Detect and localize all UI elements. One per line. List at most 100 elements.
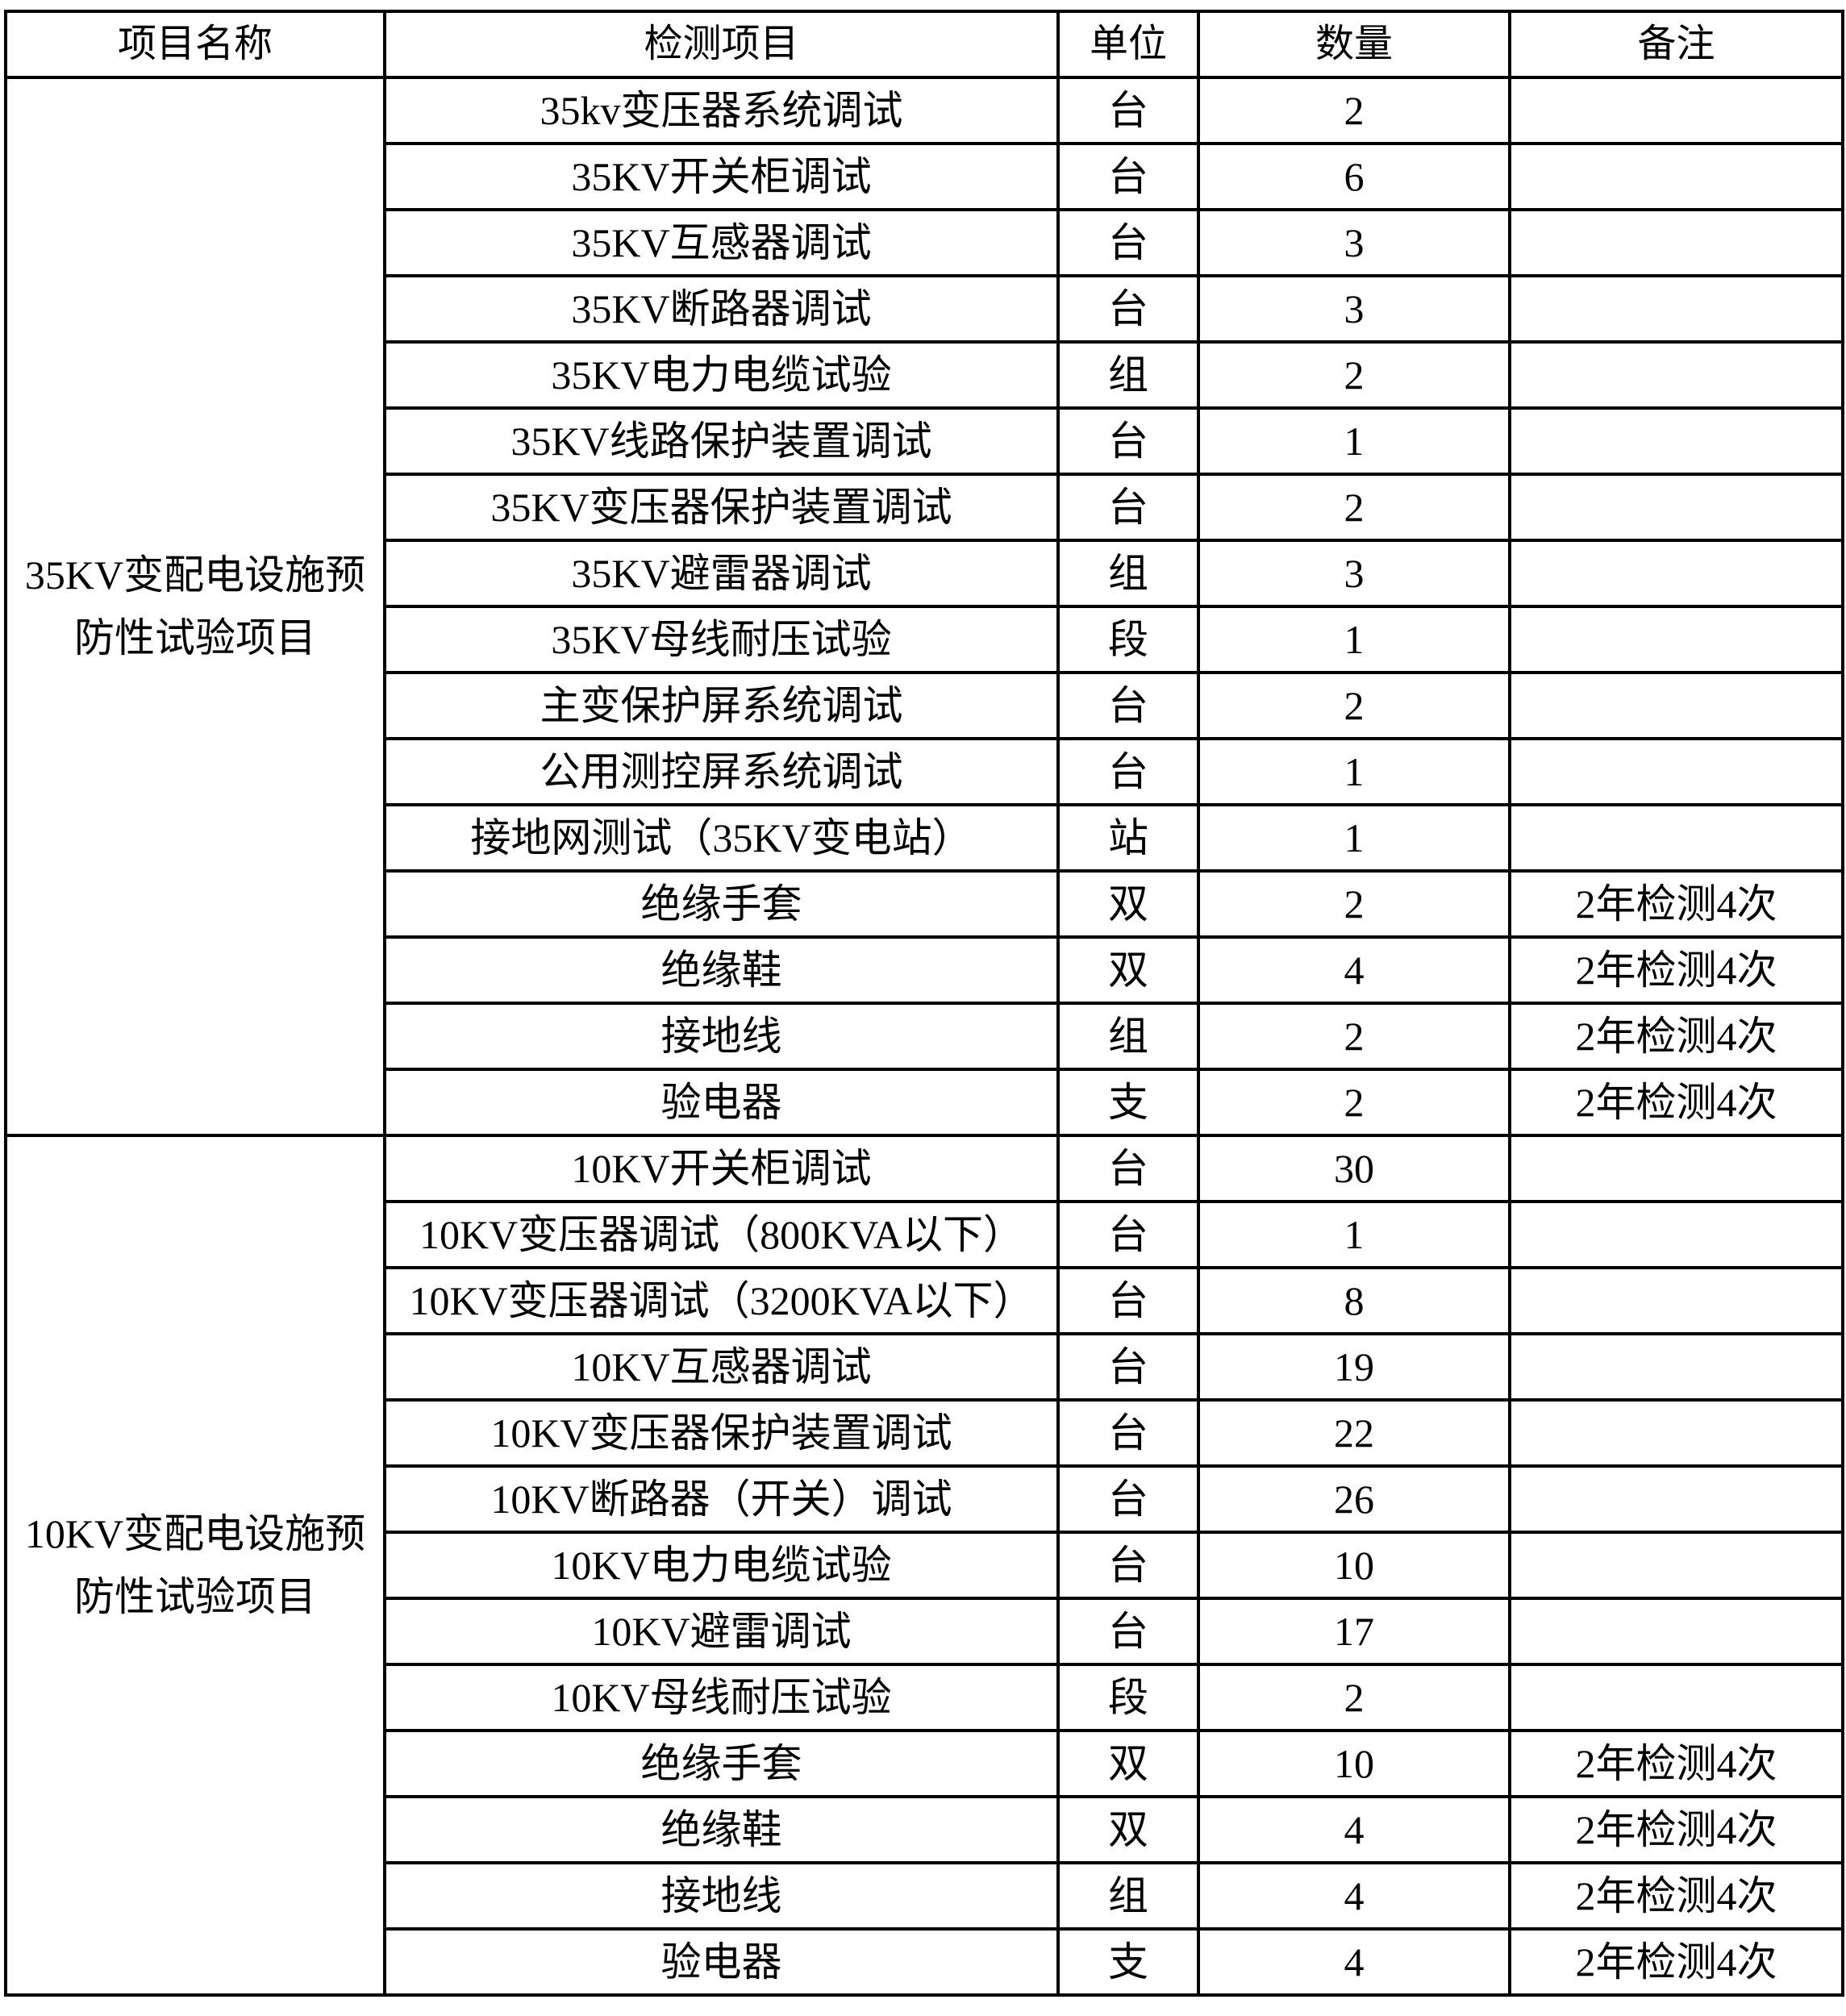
unit-cell: 台	[1056, 274, 1200, 344]
unit-cell: 台	[1056, 473, 1200, 542]
quantity-cell: 17	[1197, 1597, 1511, 1666]
remarks-cell	[1508, 1134, 1844, 1203]
table-row: 10KV变压器调试（3200KVA以下）台 8	[6, 1266, 1844, 1335]
test-item-cell: 10KV变压器调试（800KVA以下）	[383, 1200, 1060, 1269]
test-item-cell: 10KV电力电缆试验	[383, 1531, 1060, 1600]
unit-cell: 组	[1056, 1861, 1200, 1931]
project-name-cell: 10KV变配电设施预防性试验项目	[4, 1134, 386, 1997]
table-row: 35KV线路保护装置调试台 1	[6, 406, 1844, 476]
test-item-cell: 35KV互感器调试	[383, 208, 1060, 277]
table-row: 10KV互感器调试台 19	[6, 1332, 1844, 1402]
header-project-name: 项目名称	[4, 10, 386, 79]
test-item-cell: 10KV避雷调试	[383, 1597, 1060, 1666]
quantity-cell: 4	[1197, 1795, 1511, 1864]
unit-cell: 台	[1056, 208, 1200, 277]
quantity-cell: 6	[1197, 142, 1511, 211]
test-item-cell: 35KV母线耐压试验	[383, 605, 1060, 674]
remarks-cell: 2年检测4次	[1508, 1002, 1844, 1071]
test-items-table: 项目名称 检测项目 单位 数量 备注 35KV变配电设施预防性试验项目 35kv变…	[4, 10, 1844, 1997]
quantity-cell: 4	[1197, 935, 1511, 1005]
unit-cell: 台	[1056, 1200, 1200, 1269]
remarks-cell	[1508, 1266, 1844, 1335]
remarks-cell	[1508, 142, 1844, 211]
table-row: 公用测控屏系统调试台 1	[6, 737, 1844, 806]
table-row: 10KV变压器保护装置调试台 22	[6, 1398, 1844, 1468]
quantity-cell: 2	[1197, 1068, 1511, 1137]
unit-cell: 站	[1056, 803, 1200, 873]
header-quantity: 数量	[1197, 10, 1511, 79]
remarks-cell	[1508, 208, 1844, 277]
quantity-cell: 1	[1197, 803, 1511, 873]
test-item-cell: 公用测控屏系统调试	[383, 737, 1060, 806]
remarks-cell	[1508, 274, 1844, 344]
table-row: 绝缘手套双 10 2年检测4次	[6, 1729, 1844, 1798]
table-row: 绝缘鞋双 4 2年检测4次	[6, 1795, 1844, 1864]
unit-cell: 双	[1056, 935, 1200, 1005]
remarks-cell: 2年检测4次	[1508, 1927, 1844, 1997]
header-remarks: 备注	[1508, 10, 1844, 79]
test-item-cell: 35KV避雷器调试	[383, 539, 1060, 608]
table-row: 35KV变压器保护装置调试台 2	[6, 473, 1844, 542]
header-test-item: 检测项目	[383, 10, 1060, 79]
unit-cell: 台	[1056, 1332, 1200, 1402]
remarks-cell: 2年检测4次	[1508, 1861, 1844, 1931]
quantity-cell: 26	[1197, 1464, 1511, 1534]
quantity-cell: 10	[1197, 1729, 1511, 1798]
table-row: 接地线组 2 2年检测4次	[6, 1002, 1844, 1071]
test-item-cell: 接地线	[383, 1861, 1060, 1931]
remarks-cell: 2年检测4次	[1508, 935, 1844, 1005]
table-row: 10KV变配电设施预防性试验项目 10KV开关柜调试台 30	[4, 1134, 1844, 1997]
unit-cell: 台	[1056, 737, 1200, 806]
quantity-cell: 1	[1197, 406, 1511, 476]
quantity-cell: 3	[1197, 274, 1511, 344]
table-row: 35KV电力电缆试验组 2	[6, 340, 1844, 410]
test-item-cell: 验电器	[383, 1927, 1060, 1997]
table-row: 接地网测试（35KV变电站）站 1	[6, 803, 1844, 873]
quantity-cell: 19	[1197, 1332, 1511, 1402]
quantity-cell: 10	[1197, 1531, 1511, 1600]
unit-cell: 支	[1056, 1068, 1200, 1137]
unit-cell: 台	[1056, 142, 1200, 211]
remarks-cell	[1508, 473, 1844, 542]
table-row: 10KV母线耐压试验段 2	[6, 1663, 1844, 1732]
test-item-cell: 10KV变压器保护装置调试	[383, 1398, 1060, 1468]
table-row: 35KV变配电设施预防性试验项目 35kv变压器系统调试台 2	[4, 76, 1844, 1137]
unit-cell: 双	[1056, 869, 1200, 939]
unit-cell: 段	[1056, 1663, 1200, 1732]
header-row: 项目名称 检测项目 单位 数量 备注	[4, 10, 1844, 79]
quantity-cell: 3	[1197, 539, 1511, 608]
unit-cell: 台	[1056, 1398, 1200, 1468]
test-item-cell: 主变保护屏系统调试	[383, 671, 1060, 740]
remarks-cell	[1508, 76, 1844, 145]
table-row: 10KV变压器调试（800KVA以下）台 1	[6, 1200, 1844, 1269]
unit-cell: 台	[1056, 406, 1200, 476]
remarks-cell	[1508, 1464, 1844, 1534]
test-item-cell: 验电器	[383, 1068, 1060, 1137]
test-item-cell: 绝缘鞋	[383, 1795, 1060, 1864]
unit-cell: 台	[1056, 671, 1200, 740]
quantity-cell: 2	[1197, 869, 1511, 939]
table-row: 绝缘鞋双 4 2年检测4次	[6, 935, 1844, 1005]
unit-cell: 台	[1056, 1464, 1200, 1534]
table-row: 35KV避雷器调试组 3	[6, 539, 1844, 608]
unit-cell: 组	[1056, 1002, 1200, 1071]
unit-cell: 双	[1056, 1795, 1200, 1864]
test-item-cell: 10KV母线耐压试验	[383, 1663, 1060, 1732]
table-row: 10KV断路器（开关）调试台 26	[6, 1464, 1844, 1534]
table-row: 绝缘手套双 2 2年检测4次	[6, 869, 1844, 939]
quantity-cell: 1	[1197, 737, 1511, 806]
remarks-cell	[1508, 340, 1844, 410]
remarks-cell: 2年检测4次	[1508, 869, 1844, 939]
quantity-cell: 4	[1197, 1927, 1511, 1997]
quantity-cell: 8	[1197, 1266, 1511, 1335]
test-item-cell: 35KV断路器调试	[383, 274, 1060, 344]
quantity-cell: 4	[1197, 1861, 1511, 1931]
test-item-cell: 10KV变压器调试（3200KVA以下）	[383, 1266, 1060, 1335]
table-row: 35KV开关柜调试台 6	[6, 142, 1844, 211]
quantity-cell: 30	[1197, 1134, 1511, 1203]
remarks-cell	[1508, 1597, 1844, 1666]
remarks-cell	[1508, 803, 1844, 873]
quantity-cell: 2	[1197, 1002, 1511, 1071]
test-item-cell: 绝缘鞋	[383, 935, 1060, 1005]
remarks-cell	[1508, 1398, 1844, 1468]
